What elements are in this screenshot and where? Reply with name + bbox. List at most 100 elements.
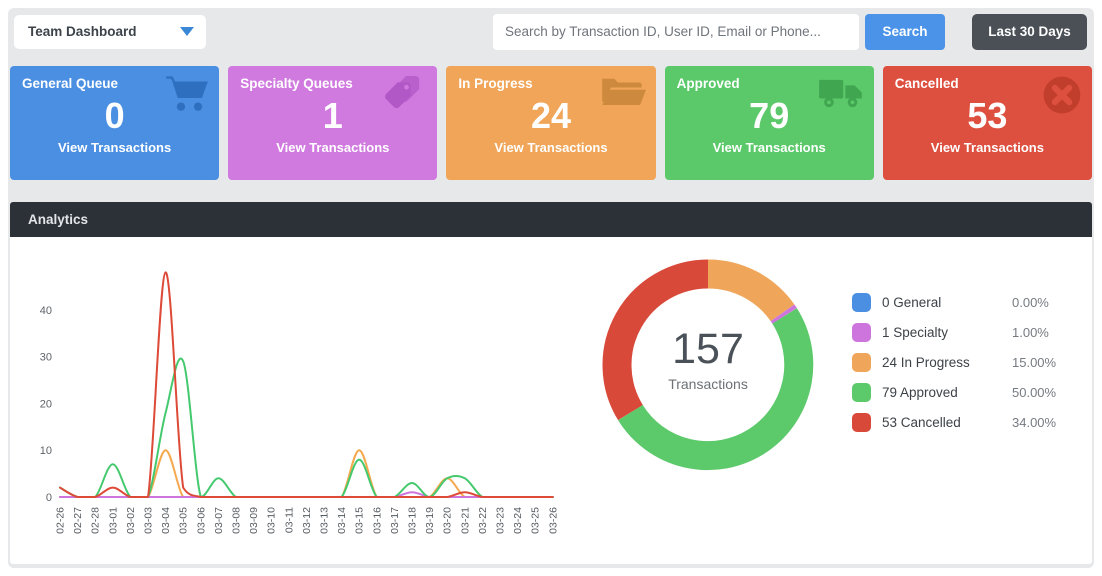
card-count: 1 [322, 95, 343, 136]
search-button[interactable]: Search [865, 13, 945, 50]
x-axis-label: 03-02 [125, 507, 137, 534]
card-count: 0 [104, 95, 125, 136]
x-axis-label: 03-21 [459, 507, 471, 534]
legend-swatch [852, 292, 871, 312]
x-axis-label: 03-08 [231, 507, 243, 534]
y-axis-label: 10 [40, 445, 52, 457]
analytics-header: Analytics [10, 202, 1092, 237]
legend-label: 53 Cancelled [882, 414, 961, 430]
x-axis-label: 03-06 [195, 507, 207, 534]
x-axis-label: 03-14 [336, 507, 348, 534]
card-approved: Approved 79 View Transactions [664, 66, 874, 180]
x-axis-label: 02-28 [90, 507, 102, 534]
y-axis-label: 40 [40, 305, 52, 317]
x-axis-label: 03-01 [107, 507, 119, 534]
card-title: Cancelled [894, 76, 959, 91]
x-axis-label: 03-10 [266, 507, 278, 534]
card-count: 53 [967, 95, 1008, 136]
donut-chart: 157 Transactions [594, 251, 822, 568]
card-general-queue: General Queue 0 View Transactions [10, 66, 220, 180]
chevron-down-icon [180, 27, 194, 36]
x-axis-label: 02-26 [55, 507, 67, 534]
legend-percent: 1.00% [1012, 324, 1049, 340]
legend-swatch [852, 382, 871, 402]
card-specialty-queues: Specialty Queues 1 View Transactions [228, 66, 438, 180]
x-axis-label: 03-24 [512, 507, 524, 534]
circle-x-icon [1042, 75, 1082, 120]
series-line-approved [59, 357, 554, 498]
x-axis-label: 03-07 [213, 507, 225, 534]
y-axis-label: 30 [40, 352, 52, 364]
legend-percent: 34.00% [1012, 414, 1057, 430]
x-axis-label: 03-26 [547, 507, 559, 534]
legend-swatch [852, 322, 871, 342]
team-dashboard-dropdown-label: Team Dashboard [28, 24, 137, 39]
x-axis-label: 03-04 [160, 507, 172, 534]
dashboard-background: Team Dashboard Search Last 30 Days Gener… [8, 8, 1094, 568]
card-in-progress: In Progress 24 View Transactions [446, 66, 656, 180]
donut-legend: 0 General 0.00% 1 Specialty 1.00% 24 In Prog… [852, 287, 1056, 568]
analytics-title: Analytics [28, 212, 89, 227]
legend-swatch [852, 352, 871, 372]
card-title: In Progress [458, 76, 533, 91]
analytics-body: 0 10 20 30 40 02-26 02-27 02-28 03-01 03-02 03-03 0… [10, 237, 1092, 568]
x-axis-label: 03-15 [354, 507, 366, 534]
analytics-panel: Analytics 0 10 20 30 40 02-26 02-27 02-28 03-01 0… [10, 202, 1092, 564]
x-axis-label: 02-27 [72, 507, 84, 534]
x-axis-label: 03-22 [477, 507, 489, 534]
legend-label: 24 In Progress [882, 354, 970, 370]
card-count: 24 [530, 95, 572, 136]
card-title: General Queue [22, 76, 119, 91]
x-axis-label: 03-16 [371, 507, 383, 534]
view-transactions-link[interactable]: View Transactions [930, 140, 1044, 155]
x-axis-label: 03-12 [301, 507, 313, 534]
card-title: Approved [676, 76, 740, 91]
legend-item[interactable]: 1 Specialty 1.00% [852, 317, 1056, 347]
search-input[interactable] [493, 13, 859, 50]
x-axis-label: 03-09 [248, 507, 260, 534]
legend-label: 79 Approved [882, 384, 958, 400]
status-cards-row: General Queue 0 View Transactions Specia… [10, 66, 1092, 180]
x-axis-label: 03-05 [178, 507, 190, 534]
date-range-button[interactable]: Last 30 Days [972, 13, 1087, 50]
card-title: Specialty Queues [240, 76, 353, 91]
donut-segment-53-cancelled[interactable] [602, 259, 709, 421]
legend-swatch [852, 412, 871, 432]
x-axis-label: 03-18 [407, 507, 419, 534]
x-axis-label: 03-20 [442, 507, 454, 534]
y-axis-label: 20 [40, 398, 52, 410]
legend-label: 0 General [882, 294, 942, 310]
team-dashboard-dropdown[interactable]: Team Dashboard [14, 14, 206, 49]
folder-open-icon [600, 75, 646, 116]
view-transactions-link[interactable]: View Transactions [494, 140, 608, 155]
x-axis-label: 03-23 [495, 507, 507, 534]
x-axis-label: 03-25 [530, 507, 542, 534]
x-axis-label: 03-13 [319, 507, 331, 534]
truck-icon [818, 75, 864, 116]
donut-segment-24-in-progress[interactable] [707, 259, 795, 322]
x-axis-label: 03-11 [283, 507, 295, 533]
legend-item[interactable]: 79 Approved 50.00% [852, 377, 1056, 407]
legend-label: 1 Specialty [882, 324, 949, 340]
legend-percent: 50.00% [1012, 384, 1057, 400]
card-cancelled: Cancelled 53 View Transactions [882, 66, 1092, 180]
search-group: Search Last 30 Days [493, 13, 1087, 50]
x-axis-label: 03-17 [389, 507, 401, 534]
x-axis-label: 03-19 [424, 507, 436, 534]
legend-item[interactable]: 0 General 0.00% [852, 287, 1056, 317]
view-transactions-link[interactable]: View Transactions [276, 140, 390, 155]
line-chart: 0 10 20 30 40 02-26 02-27 02-28 03-01 03-02 03-03 0… [20, 245, 580, 568]
y-axis-label: 0 [46, 492, 52, 504]
x-axis-label: 03-03 [143, 507, 155, 534]
top-bar: Team Dashboard Search Last 30 Days [8, 8, 1094, 50]
donut-segment-79-approved[interactable] [618, 308, 814, 471]
series-line-cancelled [59, 271, 554, 498]
series-line-in-progress [59, 449, 554, 498]
legend-item[interactable]: 24 In Progress 15.00% [852, 347, 1056, 377]
view-transactions-link[interactable]: View Transactions [57, 140, 172, 155]
legend-percent: 15.00% [1012, 354, 1057, 370]
cart-icon [165, 75, 209, 118]
donut-segment-1-specialty[interactable] [770, 304, 797, 324]
view-transactions-link[interactable]: View Transactions [712, 140, 826, 155]
legend-item[interactable]: 53 Cancelled 34.00% [852, 407, 1056, 437]
